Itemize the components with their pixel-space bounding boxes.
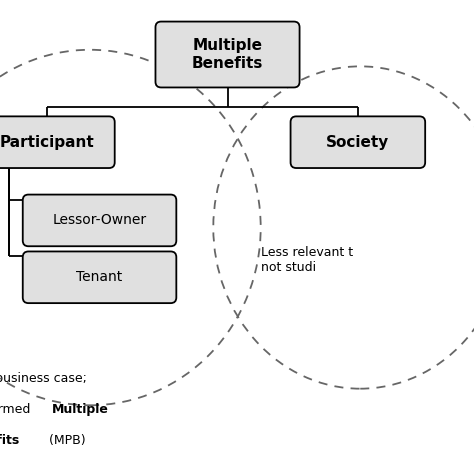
- Text: ail; termed: ail; termed: [0, 403, 35, 416]
- Text: Lessor-Owner: Lessor-Owner: [53, 213, 146, 228]
- FancyBboxPatch shape: [0, 117, 115, 168]
- FancyBboxPatch shape: [291, 117, 425, 168]
- Text: Tenant: Tenant: [76, 270, 123, 284]
- Text: Multiple
Benefits: Multiple Benefits: [192, 38, 263, 71]
- FancyBboxPatch shape: [23, 251, 176, 303]
- Text: Benefits: Benefits: [0, 434, 20, 447]
- Text: (MPB): (MPB): [45, 434, 86, 447]
- Text: nt to business case;: nt to business case;: [0, 372, 87, 385]
- Text: Participant: Participant: [0, 135, 95, 150]
- FancyBboxPatch shape: [23, 195, 176, 246]
- Text: Society: Society: [326, 135, 390, 150]
- FancyBboxPatch shape: [155, 22, 300, 87]
- Text: Less relevant t
not studi: Less relevant t not studi: [261, 246, 353, 274]
- Text: Multiple: Multiple: [52, 403, 109, 416]
